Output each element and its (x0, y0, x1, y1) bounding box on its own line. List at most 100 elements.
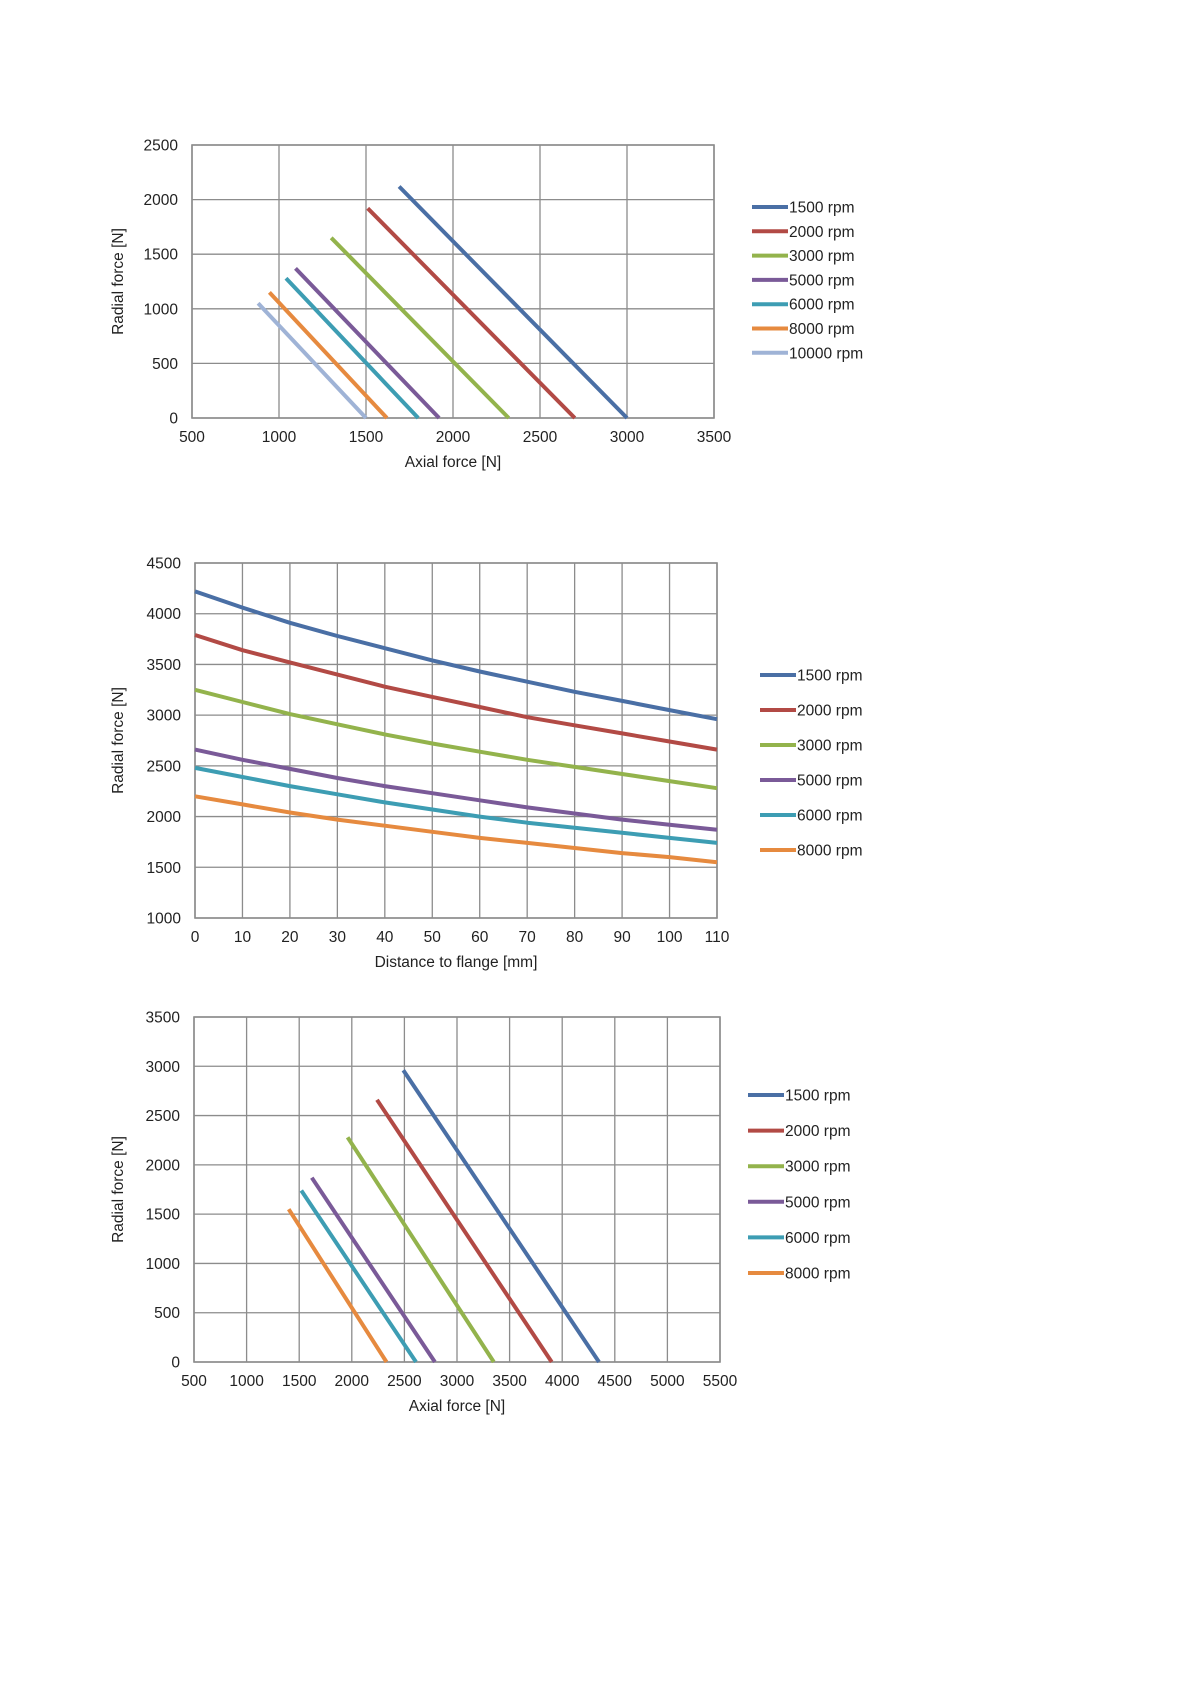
x-tick-label: 5500 (703, 1373, 738, 1390)
series-line-6000-rpm (299, 1189, 418, 1364)
y-tick-label: 2000 (144, 192, 179, 209)
y-tick-label: 3500 (146, 1010, 181, 1027)
y-tick-label: 1000 (144, 301, 179, 318)
x-tick-label: 60 (471, 929, 489, 946)
x-tick-label: 2500 (523, 429, 558, 446)
x-tick-label: 3000 (440, 1373, 475, 1390)
legend-label: 1500 rpm (785, 1088, 850, 1105)
x-axis-label: Distance to flange [mm] (375, 954, 538, 971)
legend-label: 5000 rpm (785, 1194, 850, 1211)
x-tick-label: 3500 (697, 429, 732, 446)
y-tick-label: 4500 (147, 556, 182, 573)
x-axis-label: Axial force [N] (409, 1398, 505, 1415)
series-line-5000-rpm (294, 267, 441, 420)
series-line-10000-rpm (256, 301, 368, 420)
y-tick-label: 0 (171, 1355, 180, 1372)
series-line-2000-rpm (375, 1098, 554, 1364)
y-tick-label: 500 (152, 356, 178, 373)
y-tick-label: 2500 (144, 138, 179, 155)
legend-label: 3000 rpm (797, 738, 862, 755)
legend-label: 6000 rpm (785, 1230, 850, 1247)
y-tick-label: 2500 (147, 758, 182, 775)
legend-label: 1500 rpm (797, 668, 862, 685)
x-tick-label: 50 (424, 929, 442, 946)
series-line-6000-rpm (284, 276, 420, 420)
x-tick-label: 30 (329, 929, 347, 946)
legend-label: 1500 rpm (789, 200, 854, 217)
x-tick-label: 1000 (229, 1373, 264, 1390)
x-axis-label: Axial force [N] (405, 454, 501, 471)
series-line-3000-rpm (329, 236, 511, 420)
chart-1: 500 1000 1500 2000 2500 3000 35000500100015002… (110, 138, 863, 472)
y-tick-label: 3500 (147, 657, 182, 674)
chart-1-legend: 1500 rpm 2000 rpm 3000 rpm 5000 rpm 6000 rpm… (752, 200, 863, 362)
y-tick-label: 4000 (147, 606, 182, 623)
y-tick-label: 2500 (146, 1108, 181, 1125)
x-tick-label: 3500 (492, 1373, 527, 1390)
x-tick-label: 2500 (387, 1373, 422, 1390)
legend-label: 8000 rpm (789, 321, 854, 338)
x-tick-label: 3000 (610, 429, 645, 446)
chart-1-grid (191, 144, 715, 419)
series-line-2000-rpm (194, 633, 718, 752)
series-line-8000-rpm (267, 291, 389, 420)
x-tick-label: 0 (191, 929, 200, 946)
legend-label: 5000 rpm (797, 773, 862, 790)
chart-2: 0 10 20 30 40 50 60 70 80 90 100 110 1000 1500 2000 250… (110, 556, 862, 972)
x-tick-label: 40 (376, 929, 394, 946)
x-tick-label: 2000 (335, 1373, 370, 1390)
legend-label: 8000 rpm (785, 1266, 850, 1283)
chart-3-grid (193, 1016, 721, 1363)
y-tick-label: 1500 (146, 1207, 181, 1224)
legend-label: 3000 rpm (789, 248, 854, 265)
series-line-5000-rpm (194, 747, 718, 832)
legend-label: 6000 rpm (789, 297, 854, 314)
legend-label: 2000 rpm (789, 224, 854, 241)
y-tick-label: 500 (154, 1305, 180, 1322)
y-axis-label: Radial force [N] (110, 1136, 127, 1243)
legend-label: 10000 rpm (789, 345, 863, 362)
legend-label: 2000 rpm (785, 1123, 850, 1140)
x-tick-label: 80 (566, 929, 584, 946)
x-tick-label: 4500 (598, 1373, 633, 1390)
series-line-8000-rpm (194, 794, 718, 865)
plot-area-frame (191, 144, 715, 419)
legend-label: 6000 rpm (797, 808, 862, 825)
x-tick-label: 10 (234, 929, 252, 946)
series-line-1500-rpm (194, 589, 718, 722)
x-tick-label: 5000 (650, 1373, 685, 1390)
x-tick-label: 110 (705, 929, 730, 946)
legend-label: 3000 rpm (785, 1159, 850, 1176)
series-line-3000-rpm (345, 1136, 496, 1364)
x-tick-label: 2000 (436, 429, 471, 446)
x-tick-label: 1500 (282, 1373, 317, 1390)
series-line-2000-rpm (366, 206, 577, 420)
plot-area-frame (194, 562, 718, 919)
y-axis-label: Radial force [N] (110, 228, 127, 335)
y-tick-label: 1000 (146, 1256, 181, 1273)
x-tick-label: 4000 (545, 1373, 580, 1390)
x-tick-label: 1500 (349, 429, 384, 446)
series-line-1500-rpm (401, 1069, 601, 1364)
legend-label: 2000 rpm (797, 703, 862, 720)
x-tick-label: 1000 (262, 429, 297, 446)
y-tick-label: 1500 (144, 247, 179, 264)
y-tick-label: 2000 (147, 809, 182, 826)
x-tick-label: 70 (519, 929, 537, 946)
y-tick-label: 2000 (146, 1157, 181, 1174)
series-line-6000-rpm (194, 765, 718, 845)
series-line-5000-rpm (310, 1176, 437, 1364)
chart-3-legend: 1500 rpm 2000 rpm 3000 rpm 5000 rpm 6000 rpm… (748, 1088, 850, 1283)
y-tick-label: 1500 (147, 860, 182, 877)
series-line-1500-rpm (397, 185, 629, 420)
x-tick-label: 90 (613, 929, 631, 946)
plot-area-frame (193, 1016, 721, 1363)
x-tick-label: 500 (181, 1373, 207, 1390)
chart-2-legend: 1500 rpm 2000 rpm 3000 rpm 5000 rpm 6000 rpm… (760, 668, 862, 860)
y-tick-label: 3000 (147, 708, 182, 725)
chart-3: 500 1000 1500 2000 2500 3000 3500 4000 4500 5000 5… (110, 1010, 850, 1416)
y-tick-label: 1000 (147, 911, 182, 928)
legend-label: 5000 rpm (789, 272, 854, 289)
y-tick-label: 3000 (146, 1059, 181, 1076)
x-tick-label: 100 (657, 929, 683, 946)
